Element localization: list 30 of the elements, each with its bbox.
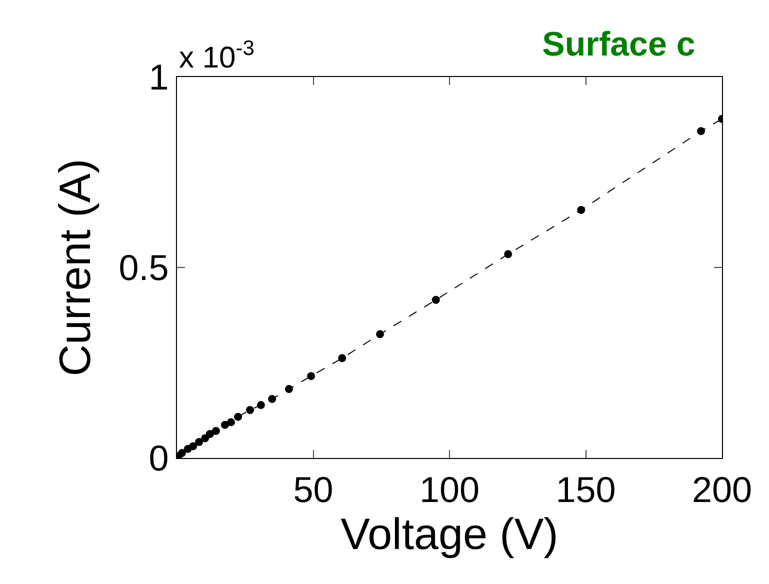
text: x 10$^{-3}$ [179,37,254,75]
chart-title: Surface c [542,26,696,64]
point [697,127,706,136]
y-tick-label: 0 [148,438,169,479]
point [178,449,186,458]
point [376,330,384,338]
point [195,438,204,446]
point [212,426,220,435]
point [206,430,214,438]
point [307,372,316,380]
y-tick-label: 1 [148,56,169,98]
point [338,354,346,362]
point [189,442,198,450]
point [256,401,265,410]
x-tick-label: 50 [293,469,334,510]
x-tick-label: 100 [419,469,480,510]
x-tick-label: 150 [556,469,616,510]
x-tick-label: 200 [692,469,752,510]
point [246,406,254,414]
point [220,420,229,429]
point [285,385,293,394]
point [432,296,440,304]
point [234,412,242,421]
y-axis-title: Current (A) [50,158,100,376]
point [268,394,276,403]
point [226,418,235,426]
x-axis-title: Voltage (V) [340,510,558,560]
point [577,206,586,214]
point [504,250,512,258]
y-tick-label: 0.5 [118,247,169,288]
